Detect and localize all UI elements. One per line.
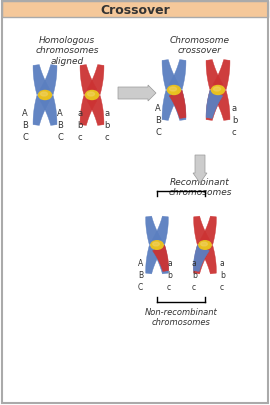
- Polygon shape: [193, 245, 210, 272]
- Polygon shape: [169, 91, 186, 121]
- Text: b: b: [220, 270, 225, 279]
- Text: c: c: [192, 282, 196, 291]
- Ellipse shape: [39, 91, 52, 100]
- Text: C: C: [22, 133, 28, 142]
- Text: c: c: [220, 282, 224, 291]
- Ellipse shape: [87, 93, 94, 97]
- Polygon shape: [206, 60, 223, 90]
- Text: C: C: [155, 128, 161, 136]
- Polygon shape: [206, 91, 223, 119]
- Polygon shape: [200, 246, 216, 274]
- Text: A: A: [155, 104, 161, 113]
- Polygon shape: [194, 246, 210, 274]
- Polygon shape: [162, 60, 179, 90]
- Polygon shape: [169, 60, 186, 90]
- FancyArrow shape: [118, 86, 156, 102]
- Text: Non-recombinant
chromosomes: Non-recombinant chromosomes: [145, 307, 217, 326]
- Polygon shape: [213, 60, 230, 90]
- Ellipse shape: [151, 241, 163, 249]
- Text: A: A: [57, 109, 63, 118]
- Text: a: a: [167, 258, 172, 267]
- FancyBboxPatch shape: [2, 2, 268, 18]
- Ellipse shape: [167, 86, 181, 95]
- FancyArrow shape: [193, 156, 207, 183]
- Text: A: A: [138, 258, 143, 267]
- Text: c: c: [77, 133, 82, 142]
- Ellipse shape: [40, 93, 48, 97]
- Text: b: b: [167, 270, 172, 279]
- Polygon shape: [152, 246, 168, 274]
- Polygon shape: [40, 66, 57, 96]
- Text: B: B: [57, 121, 63, 130]
- Text: Crossover: Crossover: [100, 4, 170, 17]
- Text: Recombinant
chromosomes: Recombinant chromosomes: [168, 177, 232, 197]
- Polygon shape: [87, 96, 104, 126]
- Text: a: a: [104, 109, 109, 118]
- Ellipse shape: [170, 88, 177, 92]
- Text: A: A: [22, 109, 28, 118]
- Polygon shape: [206, 91, 223, 121]
- Ellipse shape: [201, 243, 207, 246]
- Text: B: B: [22, 121, 28, 130]
- Text: Homologous
chromosomes
aligned: Homologous chromosomes aligned: [35, 36, 99, 66]
- Text: C: C: [57, 133, 63, 142]
- Text: a: a: [232, 104, 237, 113]
- Ellipse shape: [153, 243, 159, 246]
- Polygon shape: [152, 217, 168, 245]
- Polygon shape: [33, 96, 50, 126]
- Text: C: C: [138, 282, 143, 291]
- Text: B: B: [138, 270, 143, 279]
- Polygon shape: [146, 217, 162, 245]
- Ellipse shape: [86, 91, 99, 100]
- Ellipse shape: [199, 241, 211, 249]
- Text: c: c: [232, 128, 237, 136]
- Polygon shape: [194, 217, 210, 245]
- Text: B: B: [155, 116, 161, 125]
- Polygon shape: [213, 91, 230, 121]
- Text: a: a: [77, 109, 82, 118]
- Polygon shape: [80, 96, 97, 126]
- Text: a: a: [220, 258, 225, 267]
- Polygon shape: [162, 91, 179, 121]
- Ellipse shape: [214, 88, 221, 92]
- Polygon shape: [146, 246, 162, 274]
- Text: b: b: [232, 116, 237, 125]
- Text: Chromosome
crossover: Chromosome crossover: [170, 36, 230, 55]
- Polygon shape: [80, 66, 97, 96]
- Polygon shape: [153, 245, 169, 272]
- Polygon shape: [40, 96, 57, 126]
- Ellipse shape: [211, 86, 224, 95]
- Polygon shape: [169, 91, 186, 119]
- Text: c: c: [167, 282, 171, 291]
- Text: a: a: [192, 258, 197, 267]
- Text: b: b: [77, 121, 82, 130]
- Polygon shape: [33, 66, 50, 96]
- Polygon shape: [87, 66, 104, 96]
- Polygon shape: [200, 217, 216, 245]
- Text: b: b: [104, 121, 109, 130]
- Text: b: b: [192, 270, 197, 279]
- Text: c: c: [104, 133, 109, 142]
